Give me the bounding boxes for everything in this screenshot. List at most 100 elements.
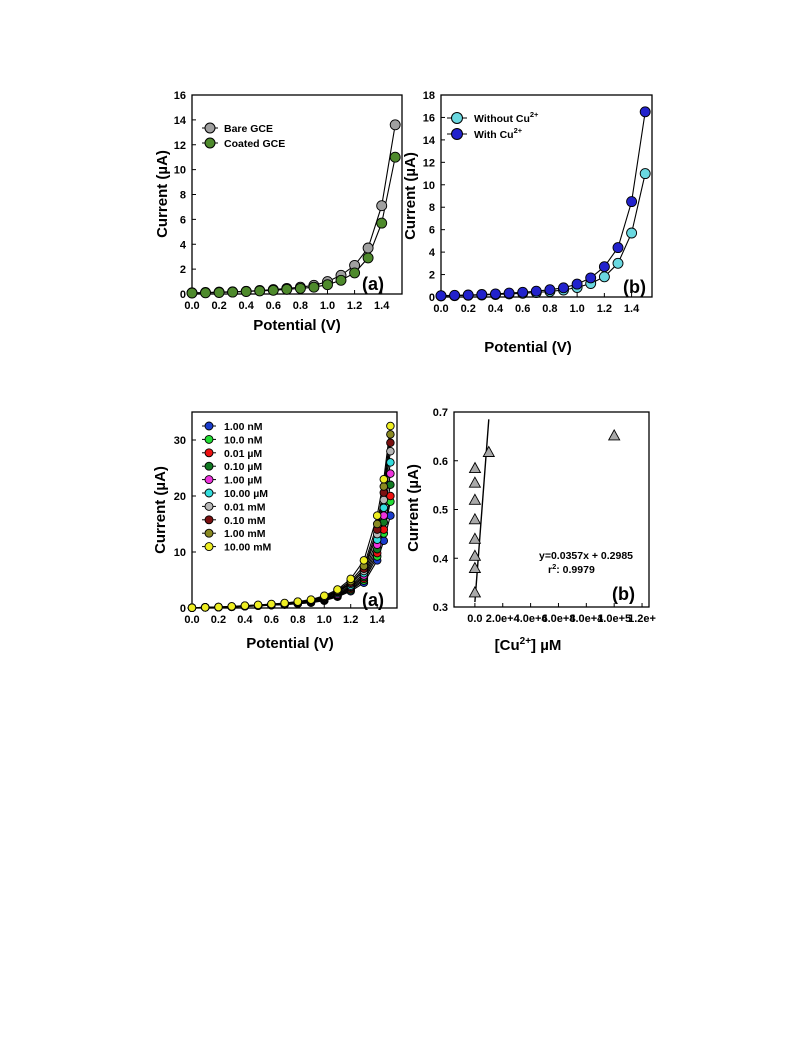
y-tick-label: 14 <box>423 135 436 147</box>
y-axis: 0 10 20 30 <box>174 435 196 615</box>
x-tick-label: 1.0 <box>317 614 332 626</box>
r2-value: : 0.9979 <box>556 564 595 576</box>
x-tick-label: 1.4 <box>370 614 386 626</box>
data-point-10-00-mm <box>227 602 236 611</box>
data-point-with-cu <box>435 290 447 302</box>
data-point-coated-gce <box>362 252 374 264</box>
data-point-coated-gce <box>227 286 239 298</box>
x-tick-label: 1.2 <box>343 614 358 626</box>
y-tick-label: 4 <box>180 239 187 251</box>
y-tick-label: 4 <box>429 247 436 259</box>
y-tick-label: 0 <box>180 289 186 301</box>
x-tick-label: 1.2e+ <box>628 613 656 625</box>
x-tick-label: 0.2 <box>211 300 226 312</box>
plot-frame <box>440 94 653 298</box>
data-point-coated-gce <box>389 151 401 163</box>
y-tick-label: 0.4 <box>433 553 449 565</box>
legend-marker-bare-gce <box>204 122 216 134</box>
y-tick-label: 30 <box>174 435 186 447</box>
x-tick-label: 1.2 <box>597 303 612 315</box>
x-tick-label: 0.6 <box>515 303 530 315</box>
x-tick-label: 8.0e+4 <box>569 613 604 625</box>
legend-marker-1-00-nm <box>204 421 214 431</box>
x-tick-label: 2.0e+4 <box>486 613 521 625</box>
legend-label-1-00-m: 1.00 µM <box>224 475 262 487</box>
y-tick-label: 6 <box>180 214 186 226</box>
y-tick-label: 12 <box>423 157 435 169</box>
x-axis: 0.0 0.2 0.4 0.6 0.8 1.0 1.2 1.4 <box>433 293 640 315</box>
data-point-coated-gce <box>213 287 225 298</box>
legend-marker-1-00-mm <box>204 528 214 538</box>
data-point-with-cu <box>585 272 597 284</box>
data-point-triangle <box>468 549 482 561</box>
data-point-coated-gce <box>254 285 266 297</box>
fit-r-squared: r2: 0.9979 <box>548 562 595 576</box>
panel-top-left-bare-vs-coated: 0.0 0.2 0.4 0.6 0.8 1.0 1.2 1.4 0 2 4 6 8 10 12 14 16 B… <box>154 90 403 334</box>
legend-sup-without-cu: 2+ <box>530 110 539 119</box>
legend-label-10-0-nm: 10.0 nM <box>224 434 263 446</box>
x-title-tail: ] µM <box>531 637 561 654</box>
x-axis-title: Potential (V) <box>484 339 572 356</box>
data-point-triangle <box>468 461 482 474</box>
panel-top-right-with-without-cu: 0.0 0.2 0.4 0.6 0.8 1.0 1.2 1.4 0 2 4 6 8 10 12 14 16 18… <box>402 90 653 356</box>
legend-label-1-00-nm: 1.00 nM <box>224 421 263 433</box>
legend-label-10-00-mm: 10.00 mM <box>224 542 272 554</box>
data-point-10-00-mm <box>187 603 197 612</box>
legend-marker-0-01-mm <box>204 501 214 511</box>
legend-sup-with-cu: 2+ <box>514 126 523 135</box>
x-tick-label: 0.6 <box>266 300 281 312</box>
data-point-10-00-mm <box>333 585 342 594</box>
r2-sup: 2 <box>552 562 556 571</box>
series-layer <box>186 119 401 299</box>
data-point-with-cu <box>462 289 474 301</box>
data-point-triangle <box>468 493 482 505</box>
data-point-10-00-m <box>386 458 395 467</box>
legend-label-0-01-mm: 0.01 mM <box>224 501 266 513</box>
series-layer <box>187 421 395 612</box>
legend-label-0-01-m: 0.01 µM <box>224 448 262 460</box>
x-tick-label: 4.0e+4 <box>514 613 549 625</box>
data-point-with-cu <box>558 282 569 294</box>
y-tick-label: 6 <box>429 225 435 237</box>
y-axis-title: Current (µA) <box>405 464 422 552</box>
legend: Without Cu2+ With Cu2+ <box>447 110 539 141</box>
data-point-triangle <box>482 445 496 457</box>
legend-marker-0-01-m <box>204 448 214 458</box>
panel-bottom-left-concentration-series: 0.0 0.2 0.4 0.6 0.8 1.0 1.2 1.4 0 10 20 30 1.00 nM… <box>152 411 398 652</box>
data-point-triangle <box>468 476 482 488</box>
data-point-bare-gce <box>389 119 401 131</box>
y-axis: 0 2 4 6 8 10 12 14 16 <box>174 90 196 301</box>
series-layer <box>435 106 651 302</box>
y-tick-label: 2 <box>429 270 435 282</box>
data-point-0-01-m <box>386 491 395 501</box>
data-point-10-00-mm <box>346 574 355 584</box>
x-tick-label: 0.8 <box>542 303 557 315</box>
data-point-with-cu <box>626 196 638 208</box>
data-point-coated-gce <box>240 286 252 297</box>
x-title-sup: 2+ <box>520 636 532 647</box>
legend-marker-with-cu <box>451 128 463 140</box>
y-tick-label: 10 <box>174 165 186 177</box>
x-tick-label: 1.2 <box>347 300 362 312</box>
data-point-10-00-mm <box>280 598 289 608</box>
data-point-10-00-mm <box>379 474 389 484</box>
legend-marker-1-00-m <box>204 475 214 485</box>
data-point-coated-gce <box>281 283 293 295</box>
data-point-10-00-mm <box>320 591 329 600</box>
y-axis-title: Current (µA) <box>152 466 169 554</box>
data-point-10-00-mm <box>372 511 382 520</box>
x-tick-label: 1.0e+5 <box>597 613 631 625</box>
data-point-10-00-mm <box>359 556 369 565</box>
r2-prefix: r <box>548 564 552 576</box>
y-tick-label: 0.5 <box>433 505 448 517</box>
x-axis-title: Potential (V) <box>246 635 334 652</box>
fit-equation: y=0.0357x + 0.2985 <box>539 550 633 562</box>
data-point-with-cu <box>639 106 651 118</box>
data-point-10-00-mm <box>240 601 250 610</box>
data-point-with-cu <box>598 261 610 273</box>
data-point-with-cu <box>544 284 556 296</box>
x-tick-label: 0.4 <box>237 614 253 626</box>
data-point-with-cu <box>449 289 461 301</box>
legend-text-without-cu: Without Cu <box>474 113 530 125</box>
